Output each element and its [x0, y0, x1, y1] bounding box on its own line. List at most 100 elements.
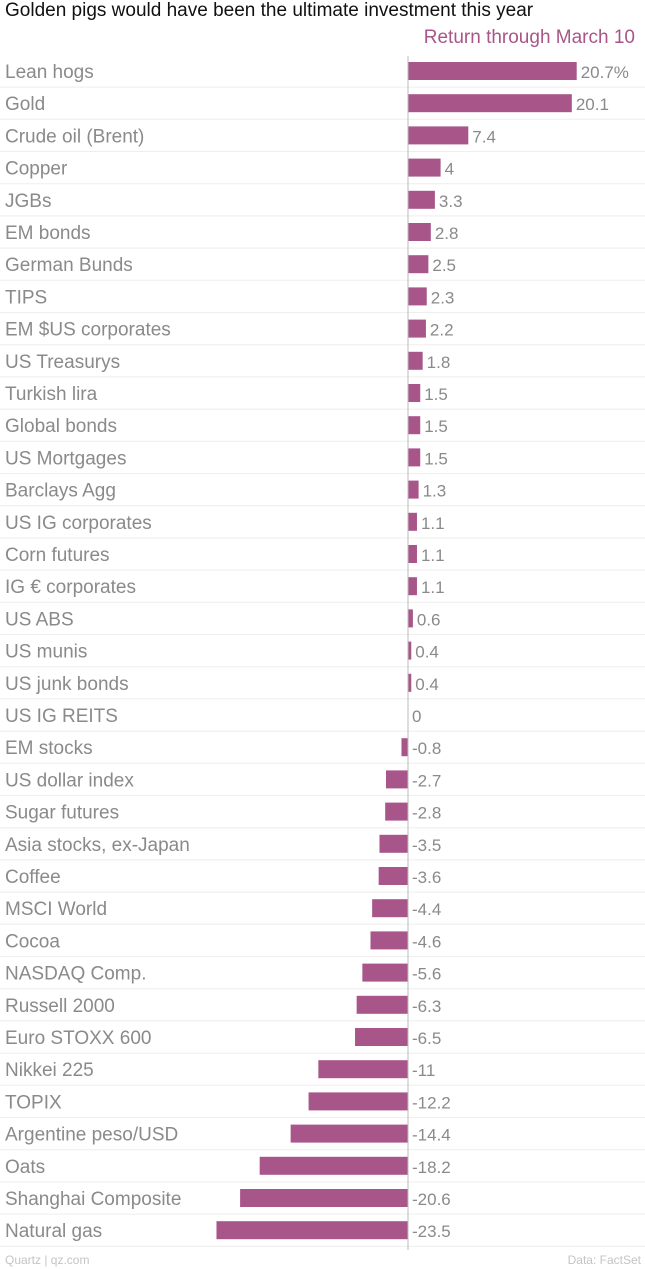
- row-separators: [0, 86, 645, 1247]
- category-label: Oats: [5, 1157, 45, 1178]
- value-label: 20.1: [576, 95, 609, 114]
- bar: [408, 190, 435, 209]
- value-label: 1.5: [424, 417, 448, 436]
- value-label: 0.6: [417, 610, 441, 629]
- value-label: -12.2: [412, 1093, 451, 1112]
- bar: [408, 673, 412, 692]
- category-label: Argentine peso/USD: [5, 1125, 178, 1146]
- category-label: US Mortgages: [5, 448, 126, 469]
- category-label: TOPIX: [5, 1092, 62, 1113]
- bars: [216, 62, 577, 1240]
- bar: [356, 995, 408, 1014]
- value-label: -14.4: [412, 1126, 451, 1145]
- bar: [408, 480, 419, 499]
- category-label: US junk bonds: [5, 674, 129, 695]
- bar: [408, 577, 417, 596]
- bar: [216, 1221, 408, 1240]
- bar: [362, 963, 408, 982]
- category-label: Global bonds: [5, 416, 117, 437]
- category-label: Gold: [5, 94, 45, 115]
- category-label: Coffee: [5, 867, 61, 888]
- bar: [408, 384, 421, 402]
- value-label: 1.1: [421, 546, 445, 565]
- category-label: US Treasurys: [5, 352, 120, 373]
- bar: [408, 416, 421, 435]
- value-label: -6.5: [412, 1029, 441, 1048]
- category-label: German Bunds: [5, 255, 133, 276]
- bar: [385, 770, 408, 789]
- series-label: Return through March 10: [423, 27, 635, 48]
- bar: [372, 899, 408, 918]
- bar: [408, 287, 427, 306]
- bar: [385, 802, 408, 821]
- value-label: 0: [412, 707, 421, 726]
- value-label: -6.3: [412, 997, 441, 1016]
- category-label: US IG corporates: [5, 513, 152, 534]
- category-label: TIPS: [5, 287, 47, 308]
- bar: [370, 931, 408, 950]
- bar: [408, 319, 426, 338]
- value-label: 1.5: [424, 449, 448, 468]
- value-label: 1.1: [421, 578, 445, 597]
- value-label: 1.8: [427, 353, 451, 372]
- value-label: -3.6: [412, 868, 441, 887]
- bar: [318, 1060, 408, 1079]
- bar: [408, 351, 423, 370]
- category-label: Nikkei 225: [5, 1060, 94, 1081]
- bar: [408, 448, 421, 467]
- value-label: 1.1: [421, 514, 445, 533]
- category-label: Natural gas: [5, 1221, 102, 1242]
- value-label: -5.6: [412, 965, 441, 984]
- category-label: US ABS: [5, 609, 74, 630]
- category-label: EM stocks: [5, 738, 93, 759]
- bar: [408, 223, 431, 241]
- bar: [308, 1092, 408, 1111]
- category-label: Barclays Agg: [5, 481, 116, 502]
- category-label: Euro STOXX 600: [5, 1028, 151, 1049]
- value-label: -0.8: [412, 739, 441, 758]
- category-label: Russell 2000: [5, 996, 115, 1017]
- category-label: Turkish lira: [5, 384, 98, 405]
- source-credit: Quartz | qz.com: [5, 1253, 90, 1267]
- value-label: -4.6: [412, 932, 441, 951]
- category-label: Sugar futures: [5, 803, 119, 824]
- bar: [408, 255, 429, 274]
- value-label: 0.4: [415, 675, 439, 694]
- category-label: NASDAQ Comp.: [5, 964, 146, 985]
- category-label: EM $US corporates: [5, 320, 171, 341]
- value-label: 2.5: [432, 256, 456, 275]
- bar: [408, 641, 412, 660]
- bar: [240, 1189, 408, 1207]
- category-label: Cocoa: [5, 931, 60, 952]
- bar: [290, 1124, 408, 1143]
- value-labels: 20.7% 20.1 7.4 4 3.3 2.8 2.5 2.3 2.2 1.8 1.5 1.5 1.5…: [412, 63, 629, 1241]
- value-label: -2.8: [412, 804, 441, 823]
- category-label: Crude oil (Brent): [5, 126, 144, 147]
- bar: [408, 62, 577, 80]
- bar: [408, 126, 469, 145]
- data-source: Data: FactSet: [567, 1253, 641, 1267]
- category-label: Copper: [5, 159, 68, 180]
- bar: [378, 867, 408, 885]
- category-label: Asia stocks, ex-Japan: [5, 835, 190, 856]
- value-label: 4: [445, 160, 454, 179]
- category-label: Corn futures: [5, 545, 110, 566]
- value-label: -18.2: [412, 1158, 451, 1177]
- bar: [401, 738, 408, 757]
- value-label: 3.3: [439, 192, 463, 211]
- category-label: IG € corporates: [5, 577, 136, 598]
- value-label: 2.3: [431, 288, 455, 307]
- bar: [355, 1028, 408, 1046]
- chart-title: Golden pigs would have been the ultimate…: [5, 0, 534, 21]
- value-label: 2.2: [430, 321, 454, 340]
- value-label: -3.5: [412, 836, 441, 855]
- value-label: 7.4: [472, 127, 496, 146]
- value-label: 2.8: [435, 224, 459, 243]
- value-label: 1.5: [424, 385, 448, 404]
- value-label: 20.7%: [581, 63, 629, 82]
- value-label: -23.5: [412, 1222, 451, 1241]
- value-label: -4.4: [412, 900, 441, 919]
- value-label: -2.7: [412, 771, 441, 790]
- category-label: US dollar index: [5, 770, 134, 791]
